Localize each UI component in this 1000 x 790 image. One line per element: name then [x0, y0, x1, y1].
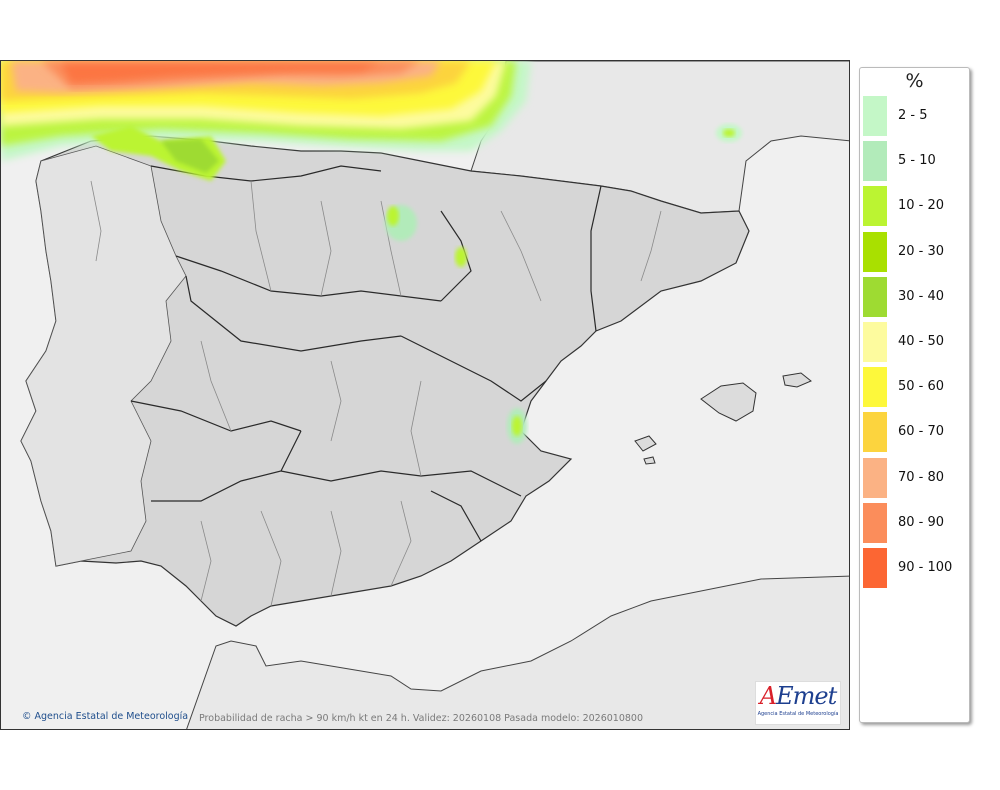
legend-swatch — [863, 367, 887, 408]
portugal-land — [20, 145, 187, 567]
legend-swatch — [863, 231, 887, 272]
formentera — [643, 456, 656, 465]
legend-item: 70 - 80 — [863, 457, 967, 498]
legend-swatch — [863, 412, 887, 453]
forecast-map — [0, 60, 850, 730]
aemet-logo-wordmark: AEmet — [759, 682, 837, 710]
legend-swatch — [863, 141, 887, 182]
legend-item: 5 - 10 — [863, 141, 967, 182]
legend-swatch — [863, 322, 887, 362]
legend-label: 50 - 60 — [898, 379, 945, 395]
agency-credit: © Agencia Estatal de Meteorología — [22, 711, 188, 722]
legend-item: 30 - 40 — [863, 276, 967, 317]
legend-item: 60 - 70 — [863, 412, 967, 453]
legend-label: 60 - 70 — [898, 424, 945, 440]
mallorca — [700, 382, 757, 422]
legend-label: 70 - 80 — [898, 469, 945, 485]
legend-swatch — [863, 186, 887, 227]
legend-label: 5 - 10 — [898, 153, 936, 169]
map-canvas — [1, 61, 849, 729]
legend-item: 90 - 100 — [863, 548, 967, 588]
legend-item: 50 - 60 — [863, 367, 967, 408]
map-caption: Probabilidad de racha > 90 km/h kt en 24… — [199, 713, 644, 724]
legend-label: 40 - 50 — [898, 334, 945, 349]
legend-item: 20 - 30 — [863, 231, 967, 272]
legend-label: 30 - 40 — [898, 288, 945, 304]
agency-credit-text: Agencia Estatal de Meteorología — [34, 711, 189, 722]
legend-panel: % 2 - 5 5 - 10 10 - 20 20 - 30 30 - 40 40 - 5… — [859, 67, 970, 723]
legend-label: 20 - 30 — [898, 243, 945, 259]
legend-swatch — [863, 276, 887, 317]
menorca — [782, 372, 812, 388]
aemet-logo: AEmet Agencia Estatal de Meteorología — [755, 681, 841, 725]
legend-label: 90 - 100 — [898, 560, 953, 575]
legend-swatch — [863, 548, 887, 588]
legend-swatch — [863, 457, 887, 498]
legend-swatch — [863, 96, 887, 136]
legend-label: 2 - 5 — [898, 108, 928, 123]
legend-item: 40 - 50 — [863, 322, 967, 362]
aemet-logo-subtitle: Agencia Estatal de Meteorología — [757, 711, 839, 717]
legend-item: 80 - 90 — [863, 502, 967, 543]
legend-label: 10 - 20 — [898, 198, 945, 214]
probability-overlay — [1, 61, 742, 444]
province-borders — [90, 180, 662, 607]
ibiza — [634, 435, 657, 452]
legend-item: 2 - 5 — [863, 96, 967, 136]
region-borders — [130, 165, 602, 542]
africa-land — [186, 575, 849, 729]
legend-title: % — [905, 70, 924, 92]
legend-swatch — [863, 502, 887, 543]
copyright-icon: © — [22, 711, 32, 722]
legend-item: 10 - 20 — [863, 186, 967, 227]
legend-label: 80 - 90 — [898, 514, 945, 530]
